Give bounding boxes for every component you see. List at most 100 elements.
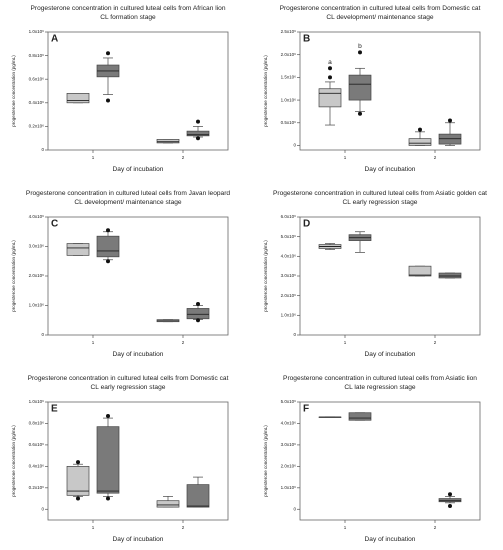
y-axis-label: progesterone concentration (pg/mL)	[11, 425, 16, 497]
x-tick-label: 1	[92, 525, 95, 530]
x-tick-label: 1	[344, 340, 347, 345]
outlier	[106, 51, 110, 56]
box	[156, 139, 180, 144]
plot-frame	[47, 31, 229, 151]
outlier	[76, 496, 80, 501]
y-axis-label: progesterone concentration (pg/mL)	[263, 240, 268, 312]
y-axis-label: progesterone concentration (pg/mL)	[11, 240, 16, 312]
significance-label: b	[358, 43, 362, 50]
box	[438, 498, 462, 503]
outlier	[328, 75, 332, 80]
x-tick-label: 1	[344, 525, 347, 530]
x-tick-label: 2	[182, 340, 185, 345]
panel-letter: E	[51, 404, 58, 415]
outlier	[196, 302, 200, 307]
outlier	[358, 50, 362, 55]
y-tick-label: 1.0x10⁶	[281, 485, 297, 490]
box	[348, 412, 372, 421]
panel-title: Progesterone concentration in cultured l…	[28, 375, 229, 382]
y-tick-label: 0.8x10⁶	[29, 421, 45, 426]
panel-subtitle: CL formation stage	[100, 14, 156, 21]
outlier	[76, 460, 80, 465]
y-tick-label: 0	[41, 147, 44, 152]
y-tick-label: 2.0x10⁶	[281, 52, 297, 57]
y-tick-label: 0.8x10⁶	[29, 53, 45, 58]
y-tick-label: 5.0x10⁶	[281, 234, 297, 239]
panel-letter: B	[303, 34, 310, 45]
y-tick-label: 0.2x10⁶	[29, 485, 45, 490]
box	[348, 74, 372, 101]
y-tick-label: 2.5x10⁶	[281, 29, 297, 34]
y-tick-label: 0.4x10⁶	[29, 100, 45, 105]
x-tick-label: 2	[434, 340, 437, 345]
outlier	[418, 127, 422, 132]
outlier	[448, 118, 452, 123]
x-axis-label: Day of incubation	[365, 351, 416, 358]
panel-letter: C	[51, 219, 58, 230]
x-tick-label: 2	[434, 155, 437, 160]
y-tick-label: 3.0x10⁶	[281, 273, 297, 278]
y-tick-label: 0	[293, 332, 296, 337]
panel-title: Progesterone concentration in cultured l…	[273, 190, 487, 197]
panel-title: Progesterone concentration in cultured l…	[283, 375, 477, 382]
outlier	[106, 98, 110, 103]
box	[156, 500, 180, 508]
y-tick-label: 1.0x10⁶	[281, 97, 297, 102]
box	[438, 272, 462, 279]
y-tick-label: 0	[293, 143, 296, 148]
y-tick-label: 4.0x10⁶	[29, 214, 45, 219]
x-axis-label: Day of incubation	[365, 536, 416, 543]
outlier	[106, 259, 110, 264]
y-tick-label: 4.0x10⁶	[281, 421, 297, 426]
significance-label: a	[328, 59, 332, 66]
box	[66, 466, 90, 496]
x-tick-label: 1	[92, 340, 95, 345]
y-axis-label: progesterone concentration (pg/mL)	[11, 55, 16, 127]
y-tick-label: 0	[41, 332, 44, 337]
outlier	[328, 66, 332, 71]
y-tick-label: 4.0x10⁶	[281, 254, 297, 259]
x-axis-label: Day of incubation	[113, 351, 164, 358]
y-tick-label: 2.0x10⁶	[281, 464, 297, 469]
y-tick-label: 1.0x10⁶	[29, 399, 45, 404]
outlier	[106, 496, 110, 501]
plot-frame	[47, 401, 229, 521]
x-axis-label: Day of incubation	[365, 166, 416, 173]
panel-subtitle: CL development/ maintenance stage	[326, 14, 433, 21]
y-tick-label: 3.0x10⁶	[29, 244, 45, 249]
x-tick-label: 2	[182, 155, 185, 160]
y-axis-label: progesterone concentration (pg/mL)	[263, 55, 268, 127]
y-tick-label: 5.0x10⁶	[281, 399, 297, 404]
box	[408, 138, 432, 146]
x-axis-label: Day of incubation	[113, 166, 164, 173]
outlier	[448, 492, 452, 497]
y-tick-label: 1.0x10⁶	[281, 313, 297, 318]
y-tick-label: 2.0x10⁶	[29, 273, 45, 278]
x-tick-label: 1	[92, 155, 95, 160]
x-axis-label: Day of incubation	[113, 536, 164, 543]
box	[66, 93, 90, 104]
y-axis-label: progesterone concentration (pg/mL)	[263, 425, 268, 497]
y-tick-label: 3.0x10⁶	[281, 442, 297, 447]
panel-letter: D	[303, 219, 310, 230]
y-tick-label: 1.0x10⁶	[29, 29, 45, 34]
y-tick-label: 6.0x10⁶	[281, 214, 297, 219]
outlier	[448, 504, 452, 509]
y-tick-label: 1.0x10⁶	[29, 303, 45, 308]
outlier	[106, 413, 110, 418]
y-tick-label: 0	[293, 506, 296, 511]
box	[186, 308, 210, 320]
box	[96, 235, 120, 258]
y-tick-label: 0.2x10⁶	[29, 124, 45, 129]
plot-frame	[299, 31, 481, 151]
box	[408, 265, 432, 277]
panel-subtitle: CL early regression stage	[91, 384, 166, 391]
box	[186, 130, 210, 137]
y-tick-label: 0.4x10⁶	[29, 464, 45, 469]
y-tick-label: 1.5x10⁶	[281, 75, 297, 80]
outlier	[358, 111, 362, 116]
panel-title: Progesterone concentration in cultured l…	[31, 5, 226, 12]
panel-letter: F	[303, 404, 309, 415]
panel-title: Progesterone concentration in cultured l…	[280, 5, 481, 12]
x-tick-label: 1	[344, 155, 347, 160]
